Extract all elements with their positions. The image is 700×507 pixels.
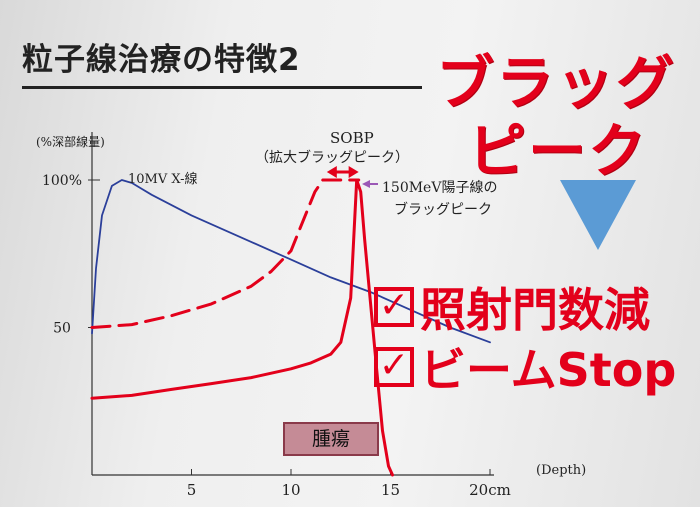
benefit-fewer-fields-label: 照射門数減 xyxy=(420,283,650,337)
benefit-fewer-fields: ✓ 照射門数減 xyxy=(374,274,650,340)
down-triangle-icon xyxy=(560,180,636,250)
bragg-peak-heading-line1: ブラッグ xyxy=(436,49,677,117)
title-underline xyxy=(22,86,422,89)
chart-annotation: （拡大ブラッグピーク） xyxy=(255,149,409,166)
x-tick-label: 5 xyxy=(187,481,197,499)
y-tick-label: 50 xyxy=(53,321,71,337)
checkbox-check-icon: ✓ xyxy=(374,347,414,387)
x-tick-label: 10 xyxy=(281,481,300,499)
chart-annotation: 10MV X-線 xyxy=(128,171,198,187)
x-tick-label: 20cm xyxy=(469,481,511,499)
checkbox-check-icon: ✓ xyxy=(374,287,414,327)
series-line-0 xyxy=(91,179,491,344)
x-axis-label: (Depth) xyxy=(536,463,586,478)
page-title: 粒子線治療の特徴2 xyxy=(22,42,301,78)
y-tick-label: 100% xyxy=(42,173,82,189)
series-line-2 xyxy=(90,178,361,329)
bragg-peak-heading-line2: ピーク xyxy=(468,117,649,185)
sobp-arrow-left-head xyxy=(326,166,337,178)
peak-pointer-head xyxy=(362,180,370,188)
benefit-beam-stop-label: ビームStop xyxy=(420,343,677,397)
y-axis-label: (%深部線量) xyxy=(36,134,105,149)
chart-annotation: ブラッグピーク xyxy=(394,201,492,218)
chart-annotation: SOBP xyxy=(330,129,374,147)
tumor-region-label: 腫瘍 xyxy=(283,422,379,456)
benefit-beam-stop: ✓ ビームStop xyxy=(374,334,676,400)
chart-annotation: 150MeV陽子線の xyxy=(382,180,497,196)
sobp-arrow-right-head xyxy=(348,166,359,178)
chart-axes: (%深部線量) (Depth) 5 10 15 20cm 50 100% xyxy=(36,132,586,499)
x-tick-label: 15 xyxy=(381,481,400,499)
